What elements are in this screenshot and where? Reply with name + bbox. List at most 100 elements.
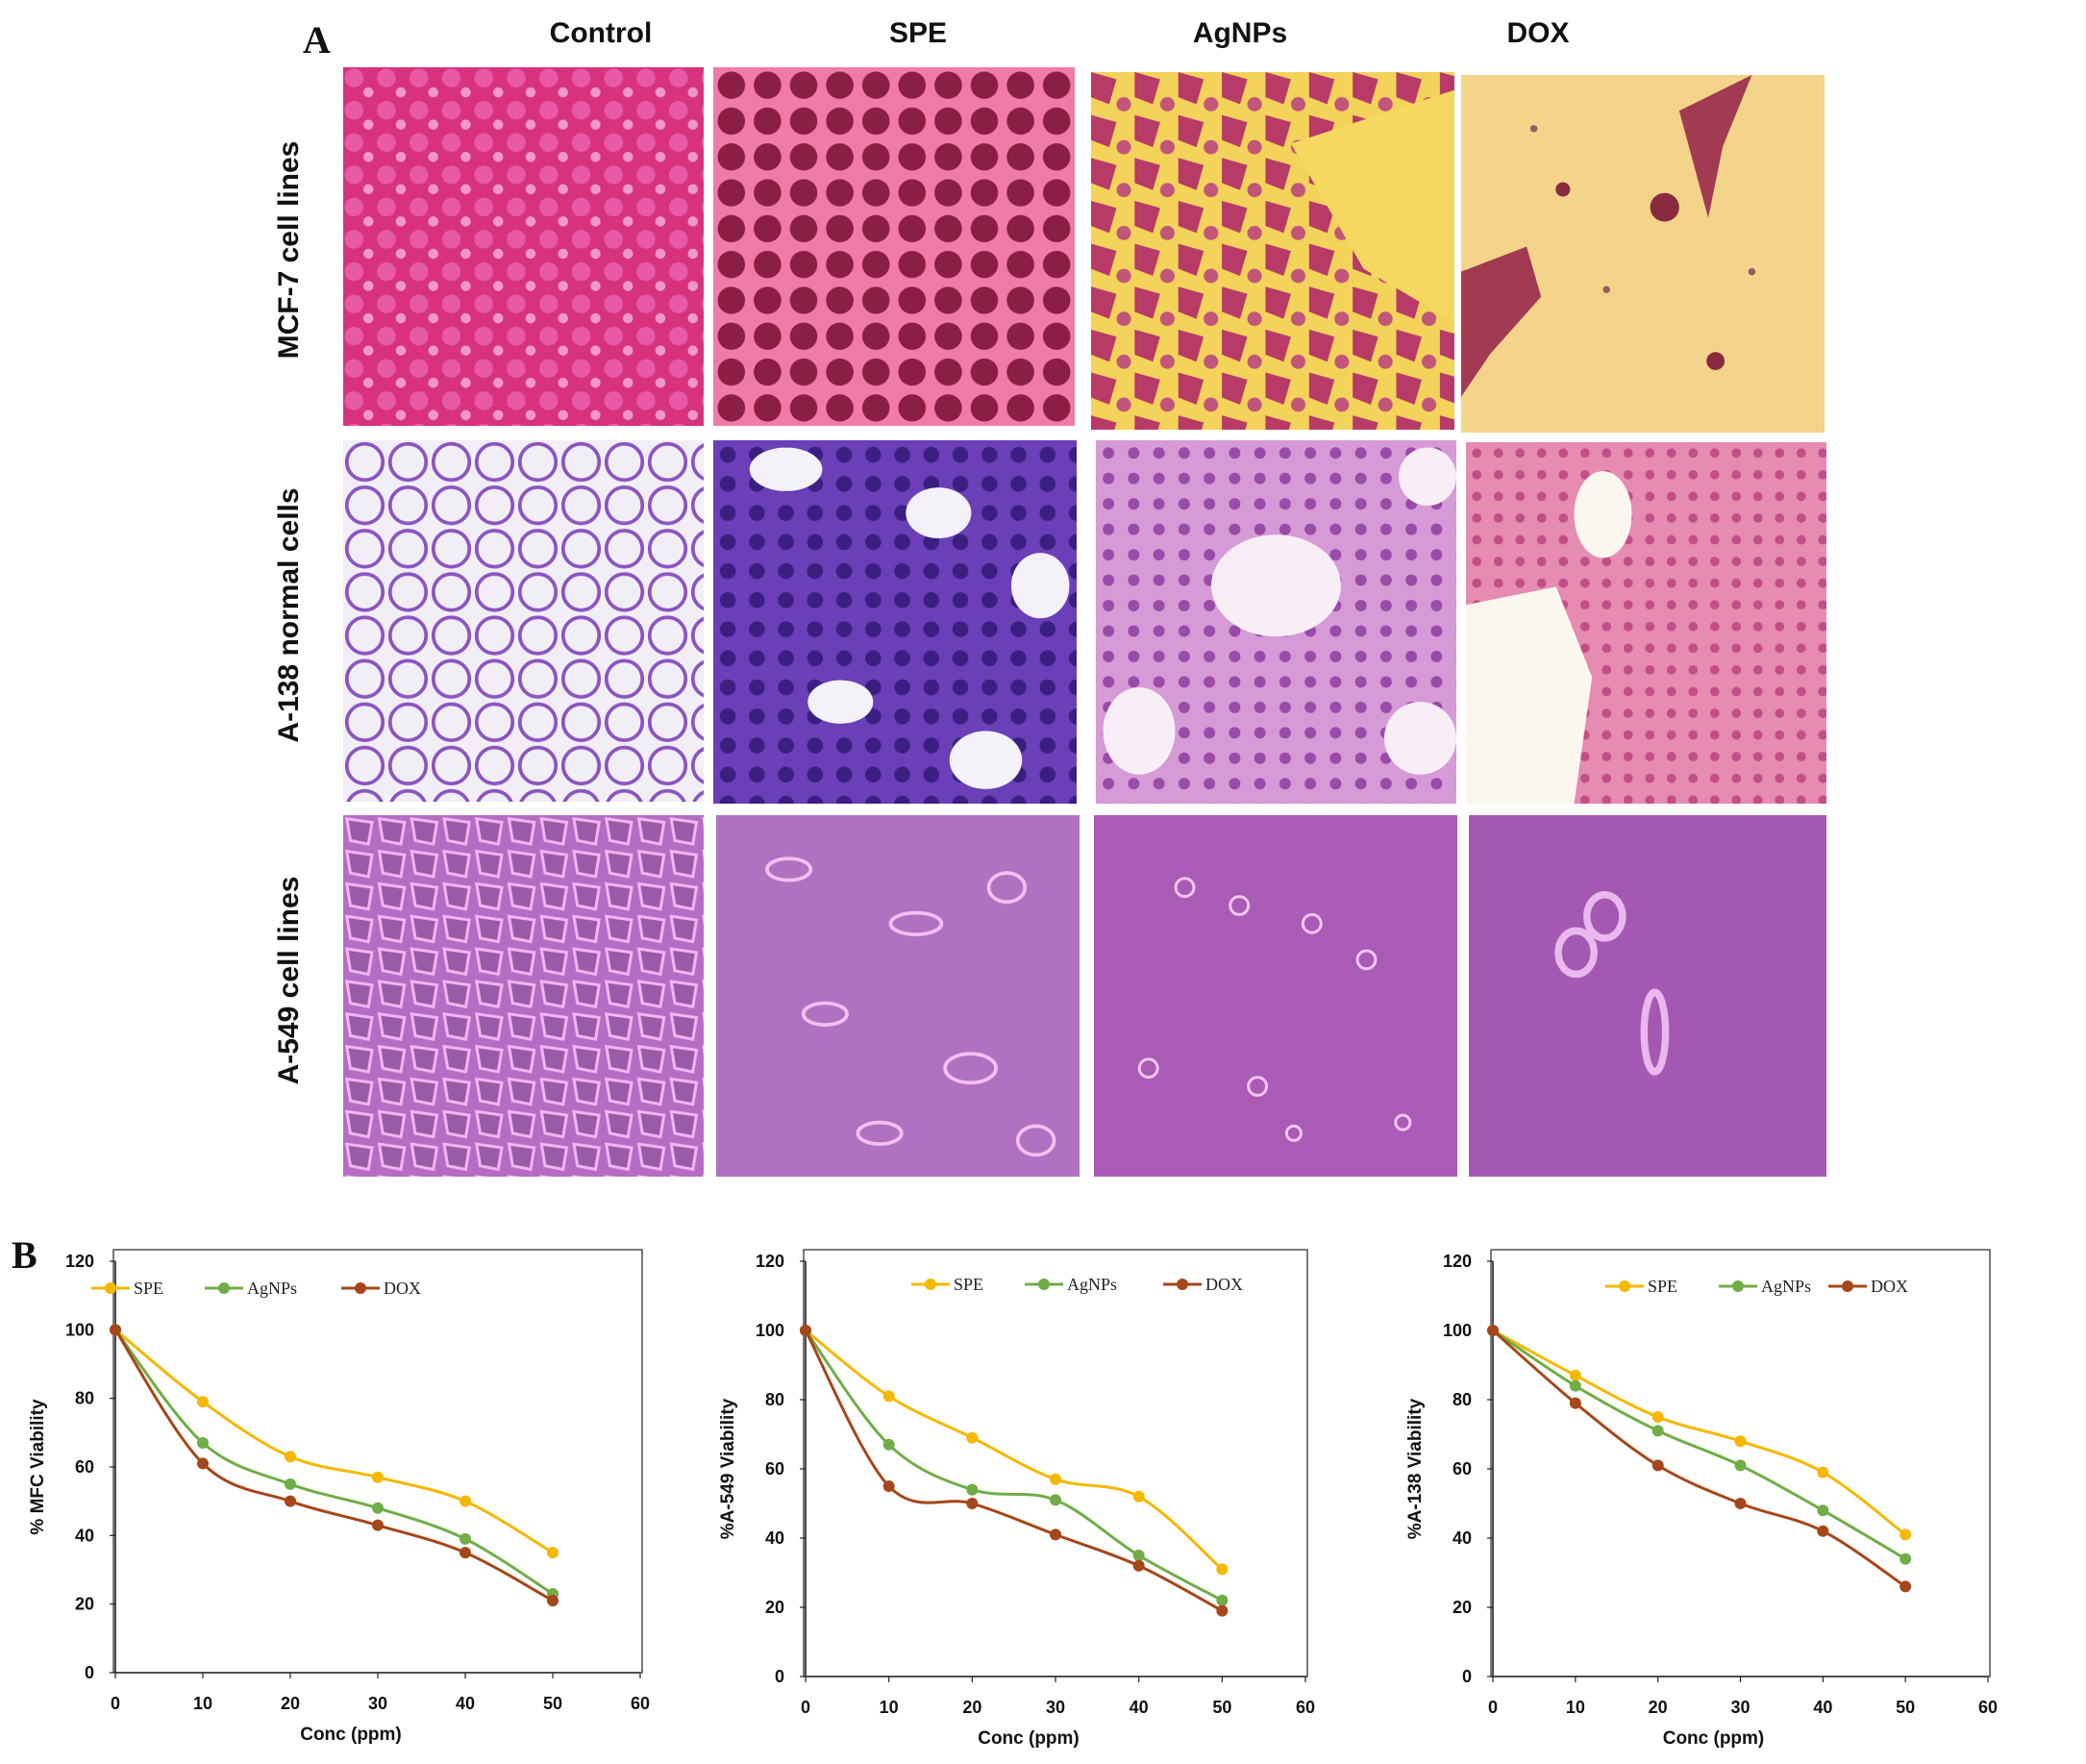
column-header-agnps: AgNPs [1192, 17, 1288, 49]
data-point-spe [197, 1396, 209, 1408]
micrograph-a138-agnps [1096, 440, 1456, 804]
data-point-dox [285, 1495, 296, 1507]
series-line-spe [805, 1329, 1224, 1571]
data-point-dox [882, 1480, 895, 1492]
x-tick-label: 50 [1896, 1698, 1915, 1717]
data-point-dox [1132, 1559, 1145, 1572]
data-point-agnps [285, 1478, 296, 1490]
x-tick-label: 20 [281, 1694, 300, 1713]
data-point-agnps [1651, 1425, 1664, 1437]
series-line-agnps [1492, 1329, 1906, 1560]
series-line-dox [1492, 1329, 1907, 1588]
data-point-dox [372, 1519, 384, 1531]
data-point-spe [1651, 1411, 1664, 1423]
legend-label-spe: SPE [954, 1275, 983, 1294]
data-point-spe [1734, 1435, 1747, 1448]
legend-label-dox: DOX [384, 1279, 421, 1298]
y-tick-label: 40 [75, 1526, 94, 1545]
x-tick-label: 50 [1212, 1698, 1231, 1717]
data-point-dox [1734, 1498, 1747, 1509]
y-tick-label: 120 [65, 1252, 94, 1271]
column-header-control: Control [549, 17, 653, 49]
data-point-spe [1817, 1466, 1829, 1478]
legend-marker-agnps [1038, 1279, 1050, 1290]
x-axis-title: Conc (ppm) [1663, 1728, 1765, 1749]
x-tick-label: 10 [880, 1698, 899, 1717]
data-point-agnps [1900, 1553, 1912, 1565]
x-tick-label: 30 [368, 1694, 387, 1713]
data-point-spe [372, 1471, 384, 1483]
y-tick-label: 80 [1453, 1390, 1472, 1409]
x-tick-label: 40 [1813, 1698, 1832, 1717]
x-tick-label: 0 [111, 1694, 120, 1713]
micrograph-a138-control [343, 440, 704, 802]
data-point-dox [1216, 1604, 1229, 1617]
data-point-agnps [197, 1437, 209, 1450]
y-tick-label: 80 [765, 1390, 784, 1409]
micrograph-mcf7-agnps [1091, 72, 1454, 430]
legend-marker-agnps [218, 1282, 230, 1294]
data-point-dox [1817, 1525, 1829, 1537]
y-axis-title: % MFC Viability [28, 1399, 48, 1535]
legend-label-spe: SPE [1648, 1277, 1677, 1296]
x-tick-label: 20 [962, 1698, 981, 1717]
plot-frame [803, 1249, 1308, 1677]
y-tick-label: 40 [765, 1528, 784, 1548]
x-tick-label: 10 [193, 1694, 212, 1713]
legend-marker-spe [105, 1282, 116, 1294]
micrograph-mcf7-control [343, 67, 704, 426]
micrograph-a549-agnps [1094, 815, 1457, 1177]
series-line-dox [113, 1329, 554, 1603]
x-tick-label: 0 [801, 1698, 810, 1717]
x-tick-label: 10 [1566, 1698, 1585, 1717]
legend-marker-spe [925, 1279, 936, 1290]
panel-a-label: A [303, 18, 331, 62]
legend-marker-dox [1842, 1280, 1853, 1292]
y-tick-label: 120 [1443, 1252, 1472, 1271]
micrograph-mcf7-dox [1461, 75, 1825, 433]
x-tick-label: 50 [543, 1694, 562, 1713]
x-tick-label: 40 [1130, 1698, 1149, 1717]
data-point-agnps [1132, 1550, 1145, 1561]
micrograph-mcf7-spe [713, 67, 1075, 426]
micrograph-a549-dox [1469, 815, 1826, 1177]
series-line-agnps [113, 1329, 554, 1596]
y-axis-title: %A-138 Viability [1405, 1398, 1426, 1539]
data-point-spe [882, 1390, 895, 1403]
y-tick-label: 100 [1443, 1321, 1472, 1340]
legend-label-agnps: AgNPs [1067, 1275, 1117, 1294]
micrograph-a549-spe [716, 815, 1080, 1177]
legend-marker-agnps [1732, 1280, 1744, 1292]
x-tick-label: 30 [1046, 1698, 1065, 1717]
chart-mfc-viability: 0 20 40 60 80 100 120 0 10 20 30 40 50 60 Conc (ppm) % … [0, 1240, 692, 1759]
column-header-spe: SPE [888, 17, 948, 49]
data-point-spe [1216, 1563, 1229, 1576]
data-point-dox [110, 1324, 121, 1336]
data-point-spe [1569, 1369, 1581, 1381]
y-tick-label: 0 [1462, 1667, 1472, 1686]
micrograph-a138-dox [1466, 442, 1826, 804]
y-tick-label: 100 [756, 1321, 784, 1340]
row-header-a138: A-138 normal cells [273, 487, 305, 743]
legend-marker-dox [355, 1282, 366, 1294]
y-tick-label: 40 [1453, 1528, 1472, 1548]
y-tick-label: 80 [75, 1389, 94, 1408]
series-line-agnps [804, 1329, 1224, 1603]
legend-marker-spe [1619, 1280, 1630, 1292]
data-point-dox [1050, 1528, 1061, 1541]
data-point-agnps [882, 1438, 895, 1451]
x-tick-label: 60 [631, 1694, 650, 1713]
data-point-dox [1487, 1325, 1499, 1336]
y-axis-title: %A-549 Viability [718, 1398, 738, 1539]
x-axis-title: Conc (ppm) [300, 1725, 402, 1745]
x-tick-label: 60 [1978, 1698, 1998, 1717]
y-tick-label: 0 [775, 1667, 784, 1686]
y-tick-label: 20 [75, 1595, 94, 1614]
y-tick-label: 0 [85, 1663, 94, 1682]
data-point-spe [966, 1431, 979, 1444]
data-point-dox [800, 1325, 811, 1336]
legend-label-dox: DOX [1871, 1277, 1908, 1296]
data-point-agnps [1569, 1379, 1581, 1392]
column-header-dox: DOX [1506, 17, 1570, 49]
legend-label-dox: DOX [1205, 1275, 1243, 1294]
